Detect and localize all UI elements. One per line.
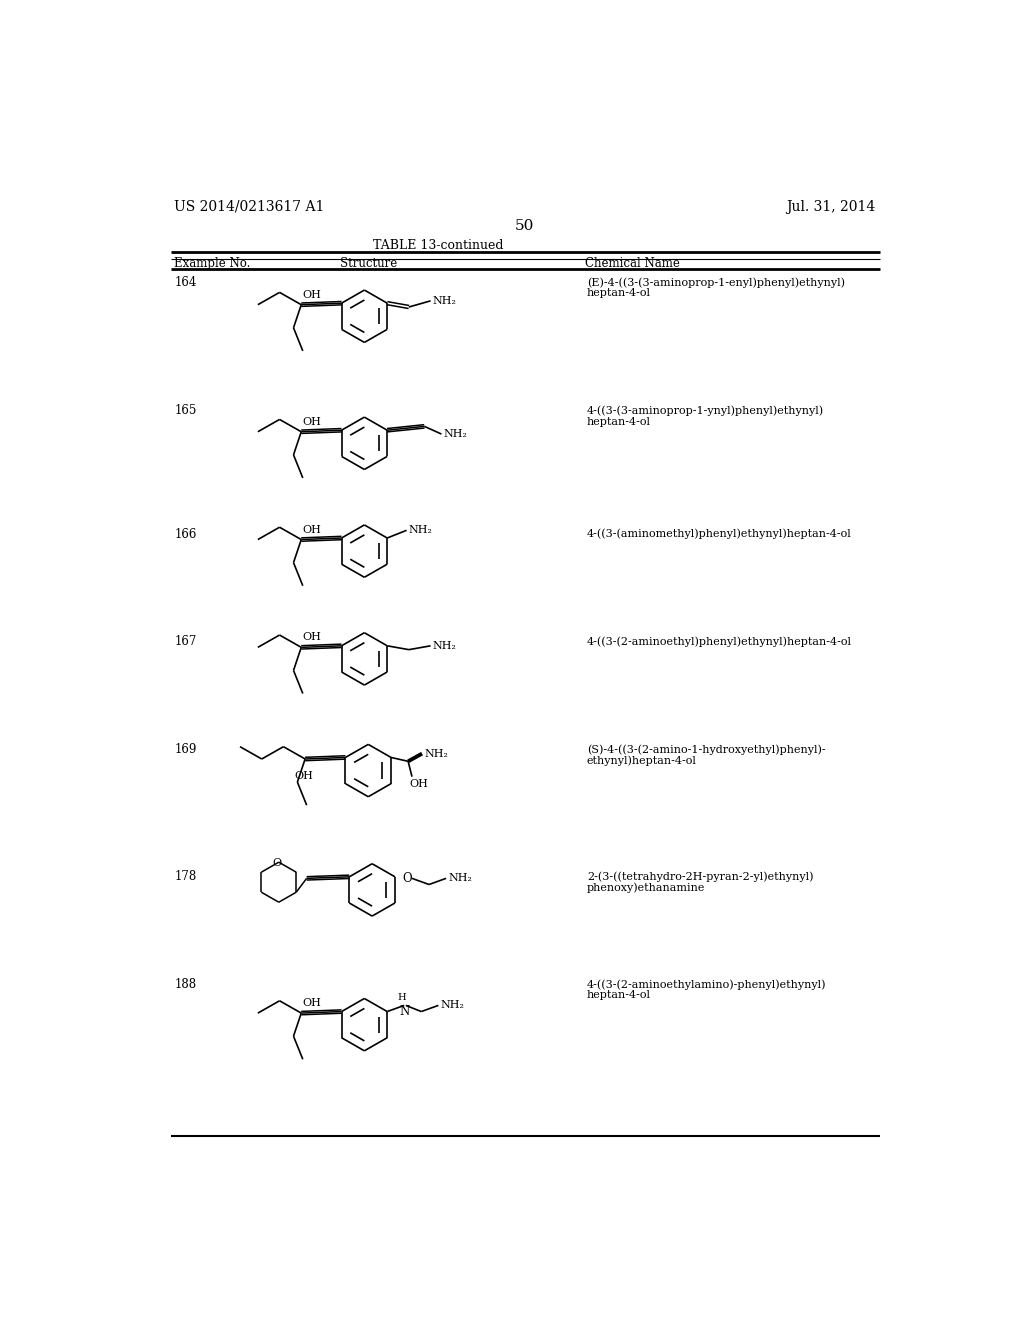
Text: heptan-4-ol: heptan-4-ol	[587, 990, 651, 1001]
Text: 50: 50	[515, 219, 535, 234]
Text: OH: OH	[303, 632, 322, 643]
Text: NH₂: NH₂	[409, 525, 433, 536]
Text: NH₂: NH₂	[449, 874, 472, 883]
Text: 188: 188	[174, 978, 197, 991]
Text: phenoxy)ethanamine: phenoxy)ethanamine	[587, 882, 706, 892]
Text: NH₂: NH₂	[433, 640, 457, 651]
Text: Jul. 31, 2014: Jul. 31, 2014	[785, 199, 876, 214]
Text: NH₂: NH₂	[443, 429, 468, 440]
Text: OH: OH	[303, 289, 322, 300]
Text: 4-((3-(2-aminoethylamino)-phenyl)ethynyl): 4-((3-(2-aminoethylamino)-phenyl)ethynyl…	[587, 979, 826, 990]
Text: OH: OH	[294, 771, 313, 781]
Text: 169: 169	[174, 743, 197, 756]
Text: O: O	[272, 858, 281, 869]
Text: Example No.: Example No.	[174, 256, 251, 269]
Text: OH: OH	[303, 998, 322, 1008]
Text: Structure: Structure	[340, 256, 397, 269]
Text: NH₂: NH₂	[424, 748, 449, 759]
Text: 165: 165	[174, 404, 197, 417]
Text: N: N	[399, 1006, 410, 1019]
Text: OH: OH	[409, 779, 428, 789]
Text: 166: 166	[174, 528, 197, 541]
Text: 167: 167	[174, 635, 197, 648]
Text: heptan-4-ol: heptan-4-ol	[587, 417, 651, 426]
Text: (E)-4-((3-(3-aminoprop-1-enyl)phenyl)ethynyl): (E)-4-((3-(3-aminoprop-1-enyl)phenyl)eth…	[587, 277, 845, 288]
Text: Chemical Name: Chemical Name	[586, 256, 680, 269]
Text: US 2014/0213617 A1: US 2014/0213617 A1	[174, 199, 325, 214]
Text: OH: OH	[303, 524, 322, 535]
Text: NH₂: NH₂	[433, 296, 457, 306]
Text: 178: 178	[174, 870, 197, 883]
Text: OH: OH	[303, 417, 322, 426]
Text: H: H	[397, 993, 407, 1002]
Text: ethynyl)heptan-4-ol: ethynyl)heptan-4-ol	[587, 755, 696, 766]
Text: heptan-4-ol: heptan-4-ol	[587, 288, 651, 298]
Text: TABLE 13-continued: TABLE 13-continued	[373, 239, 503, 252]
Text: 4-((3-(2-aminoethyl)phenyl)ethynyl)heptan-4-ol: 4-((3-(2-aminoethyl)phenyl)ethynyl)hepta…	[587, 636, 852, 647]
Text: O: O	[401, 871, 412, 884]
Text: NH₂: NH₂	[440, 1001, 465, 1010]
Text: 164: 164	[174, 276, 197, 289]
Text: 4-((3-(aminomethyl)phenyl)ethynyl)heptan-4-ol: 4-((3-(aminomethyl)phenyl)ethynyl)heptan…	[587, 529, 852, 540]
Text: 2-(3-((tetrahydro-2H-pyran-2-yl)ethynyl): 2-(3-((tetrahydro-2H-pyran-2-yl)ethynyl)	[587, 871, 813, 882]
Text: 4-((3-(3-aminoprop-1-ynyl)phenyl)ethynyl): 4-((3-(3-aminoprop-1-ynyl)phenyl)ethynyl…	[587, 405, 824, 416]
Text: (S)-4-((3-(2-amino-1-hydroxyethyl)phenyl)-: (S)-4-((3-(2-amino-1-hydroxyethyl)phenyl…	[587, 744, 825, 755]
